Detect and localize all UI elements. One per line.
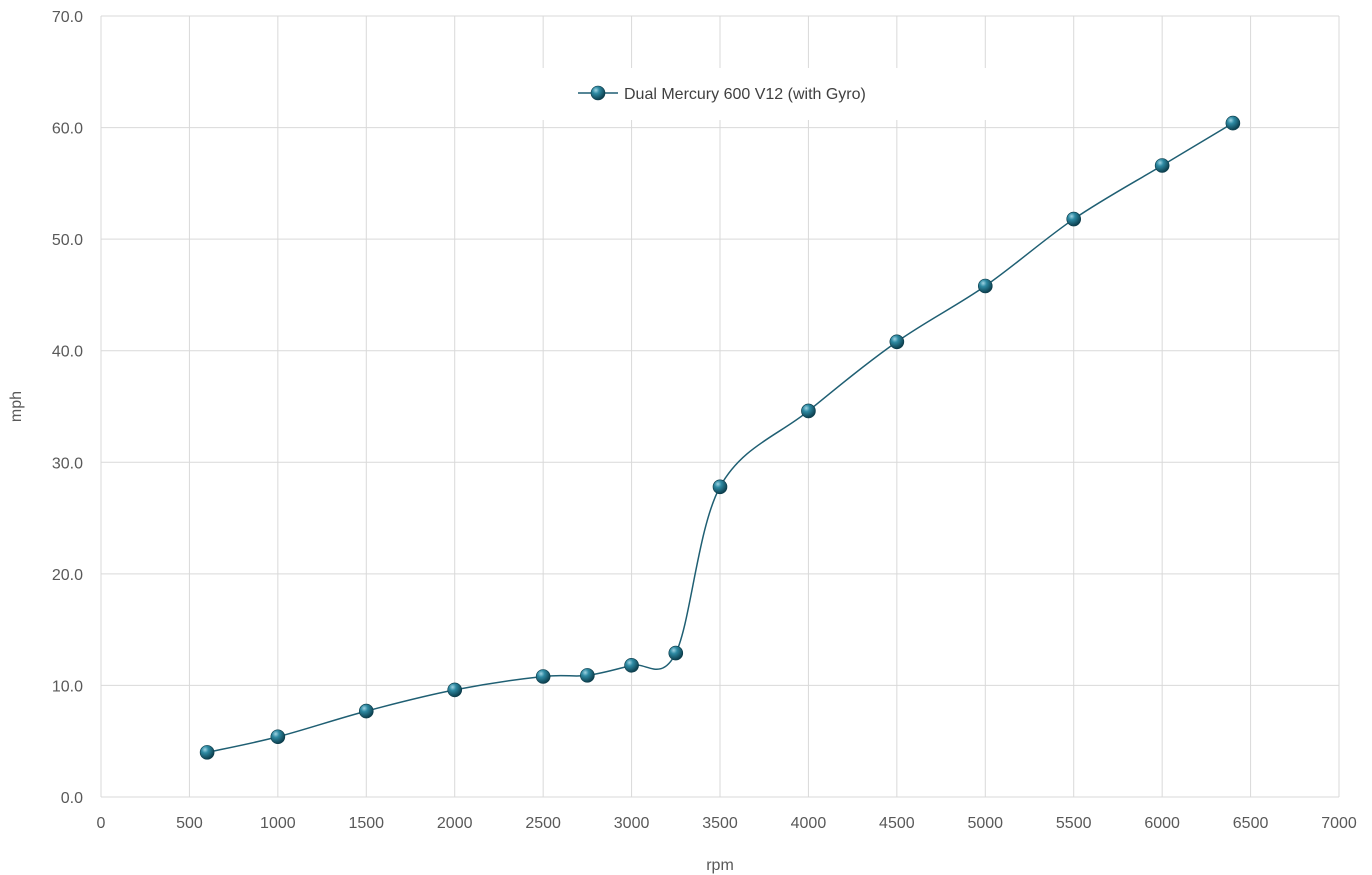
data-point — [801, 403, 816, 419]
data-point — [977, 278, 993, 294]
x-tick-label: 0 — [97, 815, 106, 832]
x-tick-label: 5500 — [1056, 815, 1092, 832]
x-tick-label: 4500 — [879, 815, 915, 832]
x-tick-label: 2500 — [525, 815, 561, 832]
data-point — [1154, 158, 1170, 173]
data-point — [1066, 211, 1082, 227]
y-tick-label: 30.0 — [52, 455, 83, 472]
data-point — [668, 645, 684, 661]
y-tick-label: 20.0 — [52, 567, 83, 584]
y-tick-label: 50.0 — [52, 232, 83, 249]
data-point — [358, 703, 374, 719]
y-tick-label: 10.0 — [52, 678, 83, 695]
axes: 0 500 1000 1500 2000 2500 3000 3500 4000 4500 5000… — [52, 9, 1357, 832]
y-tick-label: 70.0 — [52, 9, 83, 26]
x-tick-label: 1500 — [348, 815, 384, 832]
y-tick-label: 40.0 — [52, 344, 83, 361]
data-point — [624, 658, 639, 673]
data-point — [199, 745, 215, 760]
y-axis-title: mph — [8, 391, 25, 422]
x-tick-label: 5000 — [967, 815, 1003, 832]
series-line — [206, 122, 1234, 754]
y-tick-label: 60.0 — [52, 121, 83, 138]
x-tick-label: 6500 — [1233, 815, 1269, 832]
x-axis-title: rpm — [706, 857, 734, 874]
data-point — [535, 669, 551, 684]
legend: Dual Mercury 600 V12 (with Gyro) — [578, 85, 866, 103]
data-point — [712, 479, 728, 495]
legend-label: Dual Mercury 600 V12 (with Gyro) — [624, 86, 866, 103]
x-tick-label: 4000 — [791, 815, 827, 832]
y-tick-label: 0.0 — [61, 790, 83, 807]
x-tick-label: 1000 — [260, 815, 296, 832]
data-point — [1225, 115, 1241, 131]
data-point — [889, 334, 905, 350]
x-tick-label: 7000 — [1321, 815, 1357, 832]
x-tick-label: 3500 — [702, 815, 738, 832]
data-point — [447, 682, 463, 698]
x-tick-label: 500 — [176, 815, 203, 832]
series-layer — [199, 115, 1241, 760]
legend-marker — [590, 85, 606, 101]
x-tick-label: 2000 — [437, 815, 473, 832]
x-tick-label: 3000 — [614, 815, 650, 832]
x-tick-label: 6000 — [1144, 815, 1180, 832]
data-point — [270, 729, 286, 745]
gridlines — [100, 15, 1340, 798]
data-point — [580, 668, 595, 683]
